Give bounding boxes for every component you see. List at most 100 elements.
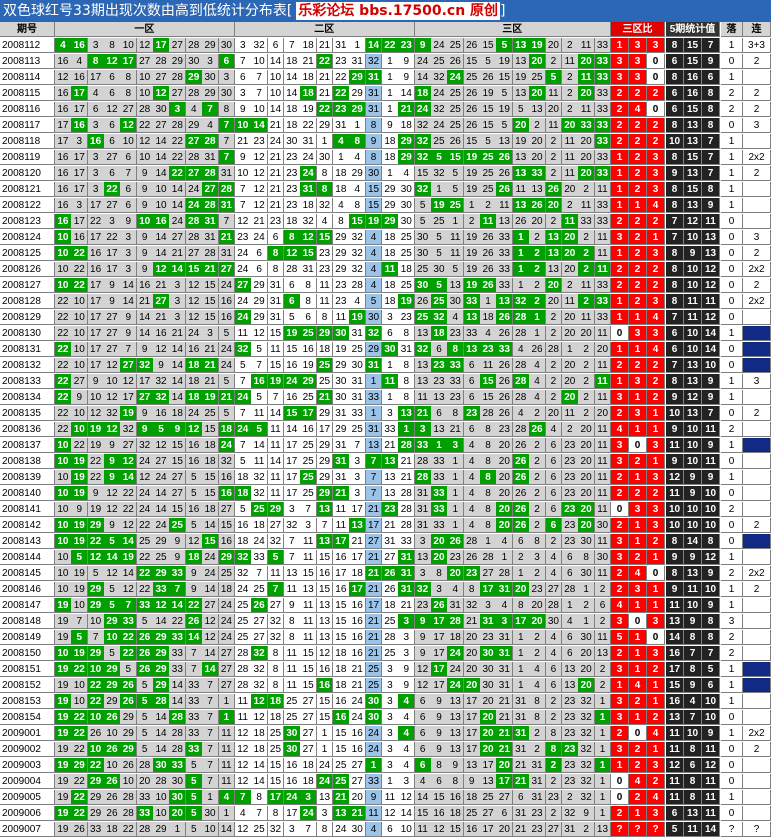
- number-cell: 9: [104, 454, 121, 469]
- number-cell: 29: [153, 630, 170, 645]
- number-cell: 13: [545, 246, 563, 261]
- number-cell: 32: [283, 518, 301, 533]
- number-cell: 15: [169, 438, 187, 453]
- number-cell: 3: [169, 294, 187, 309]
- number-cell: 33: [496, 278, 514, 293]
- number-cell: 32: [349, 262, 367, 277]
- number-cell: 11: [234, 694, 252, 709]
- number-cell: 8: [578, 550, 596, 565]
- number-cell: 24: [202, 566, 219, 581]
- number-cell: 15: [169, 502, 187, 517]
- number-cell: 8: [267, 646, 285, 661]
- number-cell: 19: [496, 54, 514, 69]
- number-cell: 30: [398, 182, 416, 197]
- number-cell: 2: [529, 486, 546, 501]
- number-cell: 21: [512, 822, 530, 837]
- number-cell: 13: [349, 518, 367, 533]
- stat5-cell: 7: [702, 150, 720, 165]
- stat5-cell: 11: [702, 790, 720, 805]
- number-cell: 6: [104, 86, 121, 101]
- number-cell: 21: [316, 70, 334, 85]
- number-cell: 7: [365, 454, 383, 469]
- number-cell: 14: [120, 278, 138, 293]
- number-cell: 1: [382, 390, 399, 405]
- number-cell: 1: [447, 518, 465, 533]
- number-cell: 7: [251, 566, 269, 581]
- ratio-cell: 0: [629, 438, 647, 453]
- number-cell: 7: [234, 438, 252, 453]
- number-cell: 21: [251, 214, 269, 229]
- number-cell: 27: [136, 390, 154, 405]
- issue-cell: 2008136: [0, 422, 55, 437]
- number-cell: 32: [153, 390, 170, 405]
- number-cell: 5: [136, 678, 154, 693]
- number-cell: 10: [153, 182, 170, 197]
- number-cell: 6: [545, 662, 563, 677]
- number-cell: 4: [234, 806, 252, 821]
- number-cell: 13: [332, 806, 350, 821]
- ratio-cell: ?: [611, 822, 629, 837]
- number-cell: 26: [496, 390, 514, 405]
- number-cell: 5: [185, 806, 203, 821]
- ratio-cell: 2: [629, 230, 647, 245]
- number-cell: 11: [594, 374, 612, 389]
- number-cell: 20: [529, 134, 546, 149]
- number-cell: 22: [87, 678, 105, 693]
- number-cell: 25: [316, 358, 334, 373]
- number-cell: 17: [365, 518, 383, 533]
- number-cell: 10: [55, 278, 72, 293]
- number-cell: 29: [251, 294, 269, 309]
- number-cell: 23: [561, 470, 579, 485]
- number-cell: 17: [283, 470, 301, 485]
- number-cell: 29: [316, 326, 334, 341]
- number-cell: 7: [202, 758, 219, 773]
- number-cell: 28: [398, 438, 416, 453]
- number-cell: 11: [594, 470, 612, 485]
- stat5-cell: 15: [684, 182, 702, 197]
- number-cell: 15: [300, 566, 318, 581]
- number-cell: 9: [234, 102, 252, 117]
- number-cell: 18: [332, 646, 350, 661]
- number-cell: 3: [300, 518, 318, 533]
- number-cell: 14: [267, 102, 285, 117]
- number-cell: 15: [283, 342, 301, 357]
- number-cell: 23: [480, 342, 497, 357]
- number-cell: 7: [316, 518, 334, 533]
- number-cell: 6: [545, 502, 563, 517]
- cont-cell: 2: [743, 742, 771, 757]
- number-cell: 8: [480, 438, 497, 453]
- number-cell: 9: [71, 502, 89, 517]
- number-cell: 9: [87, 486, 105, 501]
- number-cell: 33: [594, 198, 612, 213]
- number-cell: 1: [447, 214, 465, 229]
- number-cell: 27: [104, 310, 121, 325]
- number-cell: 29: [71, 758, 89, 773]
- stat5-cell: 11: [702, 422, 720, 437]
- number-cell: 26: [480, 262, 497, 277]
- number-cell: 23: [545, 790, 563, 805]
- ratio-cell: 1: [647, 694, 665, 709]
- number-cell: 33: [594, 214, 612, 229]
- number-cell: 15: [365, 182, 383, 197]
- number-cell: 5: [136, 694, 154, 709]
- number-cell: 14: [136, 310, 154, 325]
- number-cell: 30: [283, 742, 301, 757]
- number-cell: 14: [120, 534, 138, 549]
- number-cell: 18: [283, 54, 301, 69]
- number-cell: 14: [153, 614, 170, 629]
- number-cell: 1: [594, 790, 612, 805]
- number-cell: 12: [185, 294, 203, 309]
- number-cell: 20: [578, 134, 596, 149]
- number-cell: 3: [283, 502, 301, 517]
- number-cell: 11: [594, 390, 612, 405]
- number-cell: 1: [447, 502, 465, 517]
- number-cell: 21: [349, 534, 367, 549]
- number-cell: 28: [480, 406, 497, 421]
- number-cell: 24: [447, 678, 465, 693]
- number-cell: 12: [104, 102, 121, 117]
- number-cell: 18: [332, 166, 350, 181]
- number-cell: 25: [136, 534, 154, 549]
- number-cell: 19: [55, 790, 72, 805]
- number-cell: 2: [578, 342, 596, 357]
- number-cell: 6: [251, 262, 269, 277]
